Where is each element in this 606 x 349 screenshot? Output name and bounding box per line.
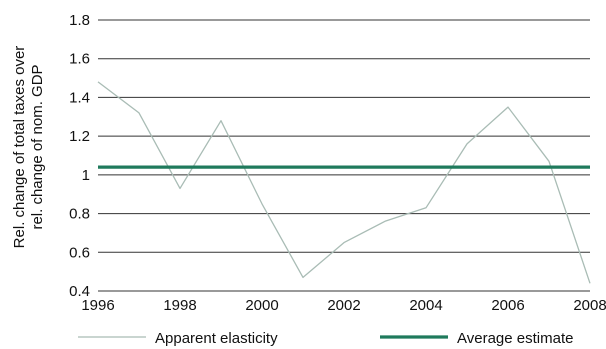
y-tick-labels: 0.4 0.6 0.8 1 1.2 1.4 1.6 1.8: [69, 12, 90, 300]
x-tick-label: 1996: [81, 297, 114, 314]
x-tick-label: 2004: [409, 297, 442, 314]
y-tick-label: 1.6: [69, 51, 90, 68]
x-tick-label: 2000: [245, 297, 278, 314]
y-tick-label: 0.8: [69, 206, 90, 223]
legend-label: Apparent elasticity: [155, 330, 278, 347]
y-tick-label: 1.2: [69, 128, 90, 145]
x-tick-labels: 1996 1998 2000 2002 2004 2006 2008: [81, 297, 606, 314]
legend-label: Average estimate: [457, 330, 573, 347]
y-tick-label: 0.6: [69, 244, 90, 261]
y-axis-label-line-2: rel. change of nom. GDP: [29, 64, 46, 229]
series-line-apparent-elasticity: [97, 81, 591, 284]
series-lines: [97, 81, 591, 284]
y-tick-label: 0.4: [69, 283, 90, 300]
legend: Apparent elasticity Average estimate: [78, 330, 573, 347]
y-tick-label: 1.8: [69, 12, 90, 29]
y-tick-label: 1: [82, 167, 90, 184]
x-tick-label: 2006: [491, 297, 524, 314]
y-axis-label-line-1: Rel. change of total taxes over: [11, 46, 28, 249]
gridlines: [98, 19, 590, 292]
x-tick-label: 2002: [327, 297, 360, 314]
y-tick-label: 1.4: [69, 89, 90, 106]
x-tick-label: 2008: [573, 297, 606, 314]
x-tick-label: 1998: [163, 297, 196, 314]
